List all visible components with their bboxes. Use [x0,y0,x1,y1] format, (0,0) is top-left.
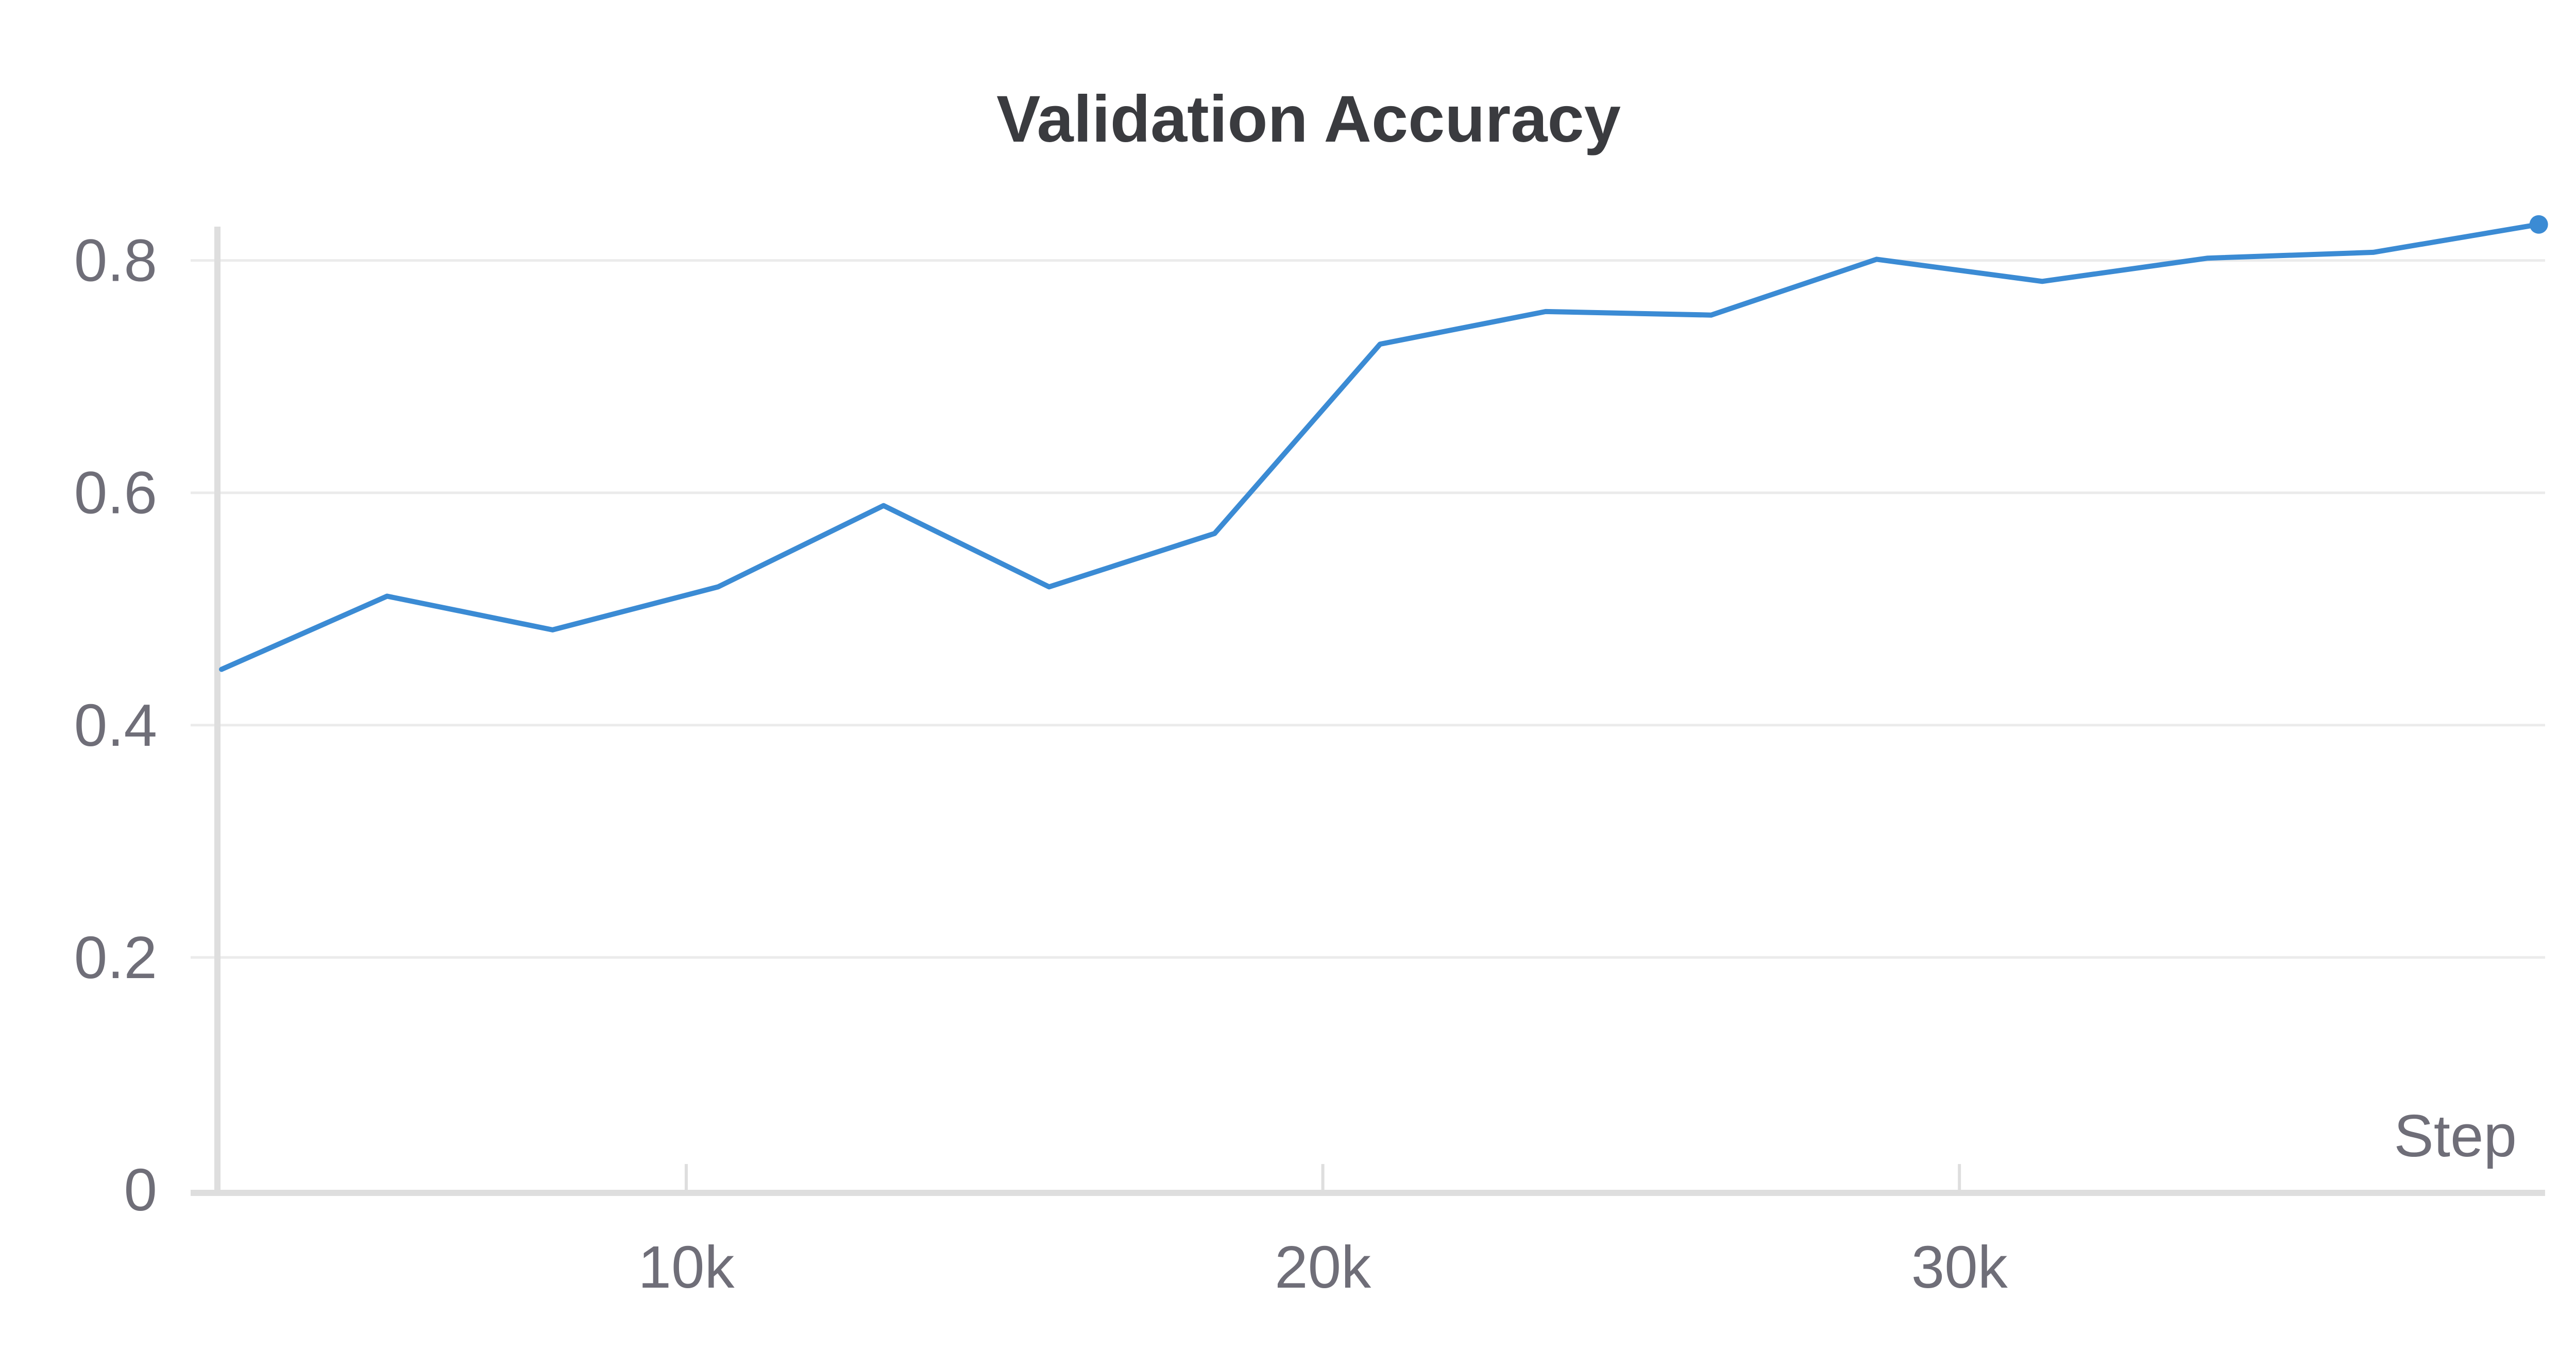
x-axis-label: Step [2394,1102,2517,1169]
y-tick-label: 0.2 [74,924,157,991]
axis-layer [191,227,2545,1196]
label-layer: Validation Accuracy Step 0 0.2 0.4 0.6 0.8 10… [74,82,2517,1301]
series-layer [219,215,2548,672]
series-line [219,221,2541,672]
x-tick-label: 30k [1911,1234,2008,1301]
y-tick-label: 0.8 [74,227,157,294]
x-tick-label: 20k [1275,1234,1371,1301]
grid-layer [191,259,2545,959]
y-tick-label: 0.4 [74,692,157,759]
chart-title: Validation Accuracy [996,82,1621,156]
y-tick-label: 0.6 [74,459,157,526]
y-tick-label: 0 [124,1156,157,1223]
last-point-marker[interactable] [2529,215,2548,234]
x-tick-label: 10k [638,1234,735,1301]
